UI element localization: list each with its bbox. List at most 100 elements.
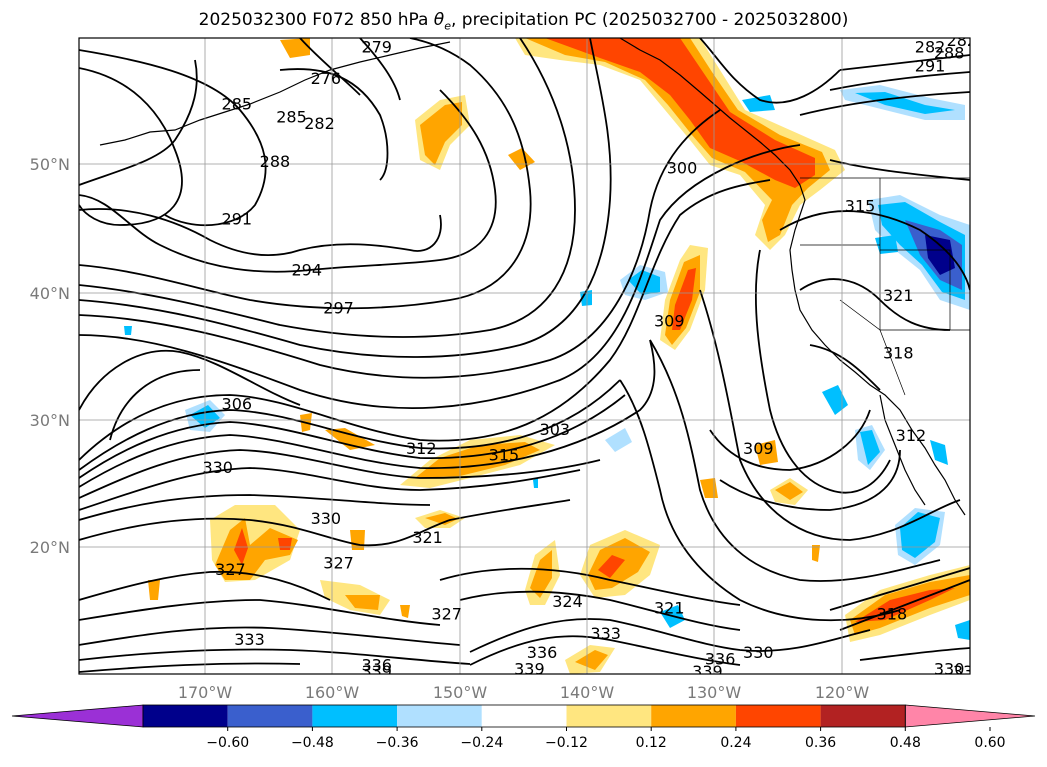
contour-label: 285 — [222, 95, 253, 114]
negative-precip-region — [855, 92, 955, 114]
positive-precip-region — [280, 38, 310, 58]
contour-line — [279, 68, 389, 181]
contour-label: 282 — [915, 37, 946, 56]
lon-label: 120°W — [815, 683, 870, 702]
contour-label: 282 — [304, 114, 335, 133]
colorbar-segment — [227, 705, 313, 727]
contour-line — [79, 626, 461, 646]
contour-line — [79, 144, 801, 410]
positive-precip-region — [755, 440, 778, 465]
contour-line — [79, 648, 471, 665]
colorbar-extend-high — [904, 704, 1036, 728]
colorbar-segment — [820, 705, 906, 727]
contour-line — [79, 339, 656, 488]
positive-precip-region — [812, 545, 820, 562]
positive-precip-region — [598, 555, 625, 578]
lat-label: 40°N — [30, 284, 70, 303]
colorbar-frame — [142, 704, 906, 728]
contour-label: 288 — [934, 44, 965, 63]
contour-label: 285 — [276, 107, 307, 126]
title-suffix: , precipitation PC (2025032700 - 2025032… — [450, 10, 849, 30]
contour-label: 315 — [489, 445, 520, 464]
contour-label: 333 — [234, 630, 265, 649]
coastline — [879, 394, 926, 506]
contour-label: 330 — [743, 643, 774, 662]
lat-label: 30°N — [30, 411, 70, 430]
contour-line — [79, 208, 442, 257]
contour-label: 330 — [311, 509, 342, 528]
longitude-labels: 170°W 160°W 150°W 140°W 130°W 120°W — [178, 683, 870, 702]
contour-label: 318 — [877, 605, 908, 624]
colorbar-extend-low — [11, 704, 144, 728]
colorbar-segment — [566, 705, 652, 727]
colorbar-segment — [312, 705, 398, 727]
colorbar: −0.60 −0.48 −0.36 −0.24 −0.12 0.12 0.24 0.36 0.4… — [11, 704, 1036, 751]
positive-precip-region — [425, 513, 458, 525]
contour-label: 327 — [323, 554, 354, 573]
positive-precip-region — [672, 268, 696, 330]
contour-line — [79, 49, 267, 227]
contour-label: 318 — [883, 343, 914, 362]
contour-line — [79, 499, 571, 547]
contour-line — [469, 618, 871, 653]
colorbar-segment — [735, 705, 821, 727]
contour-line — [79, 662, 301, 673]
contour-label: 291 — [915, 56, 946, 75]
contour-label: 309 — [743, 439, 774, 458]
contour-line — [79, 109, 721, 379]
contour-label: 276 — [311, 69, 342, 88]
colorbar-segment — [143, 705, 228, 727]
contour-line — [779, 210, 970, 291]
title-theta-subscript: e — [444, 19, 451, 33]
negative-precip-region — [925, 235, 955, 275]
negative-precip-region — [955, 620, 970, 640]
contour-label: 321 — [883, 286, 914, 305]
contour-line — [79, 89, 497, 273]
coastline — [619, 38, 966, 516]
positive-precip-region — [148, 580, 160, 600]
contour-line — [699, 289, 961, 541]
contour-line — [459, 590, 741, 631]
contour-line — [719, 449, 901, 511]
positive-precip-region — [575, 650, 608, 670]
contour-label: 282 — [947, 31, 978, 50]
positive-precip-region — [508, 148, 535, 170]
contour-label: 339 — [361, 662, 392, 681]
contour-label: 30 — [996, 178, 1016, 197]
coastline — [99, 41, 451, 146]
negative-precip-region — [605, 428, 632, 452]
positive-precip-region — [545, 38, 815, 188]
contour-line — [79, 394, 626, 479]
colorbar-tick-label: 0.60 — [974, 735, 1005, 751]
contour-label: 333 — [953, 662, 984, 681]
contour-label: 333 — [590, 624, 621, 643]
lon-label: 150°W — [433, 683, 488, 702]
contour-label: 339 — [692, 662, 723, 681]
contour-line — [799, 91, 970, 116]
contour-line — [619, 379, 901, 622]
graticule — [79, 38, 970, 674]
contour-line — [79, 494, 431, 521]
contour-line — [699, 38, 841, 104]
positive-precip-region — [515, 38, 845, 250]
contour-label: 306 — [222, 394, 253, 413]
contour-label: 324 — [552, 592, 583, 611]
negative-precip-region — [580, 290, 592, 306]
contour-line — [359, 38, 401, 101]
coastlines — [99, 38, 970, 516]
positive-precip-region — [234, 528, 248, 565]
contour-label: 291 — [222, 209, 253, 228]
contour-line — [79, 467, 581, 511]
contour-label: 336 — [361, 656, 392, 675]
contour-line — [79, 449, 601, 499]
map-title: 2025032300 F072 850 hPa θe, precipitatio… — [0, 10, 1047, 32]
contour-label: 336 — [705, 649, 736, 668]
colorbar-tick-label: −0.36 — [376, 735, 419, 751]
negative-precip-region — [533, 478, 538, 488]
contour-label: 336 — [527, 643, 558, 662]
contour-line — [79, 38, 612, 358]
contour-label: 330 — [934, 659, 965, 678]
contour-label: 321 — [412, 528, 443, 547]
contour-line — [829, 71, 970, 91]
contour-label: 309 — [654, 311, 685, 330]
